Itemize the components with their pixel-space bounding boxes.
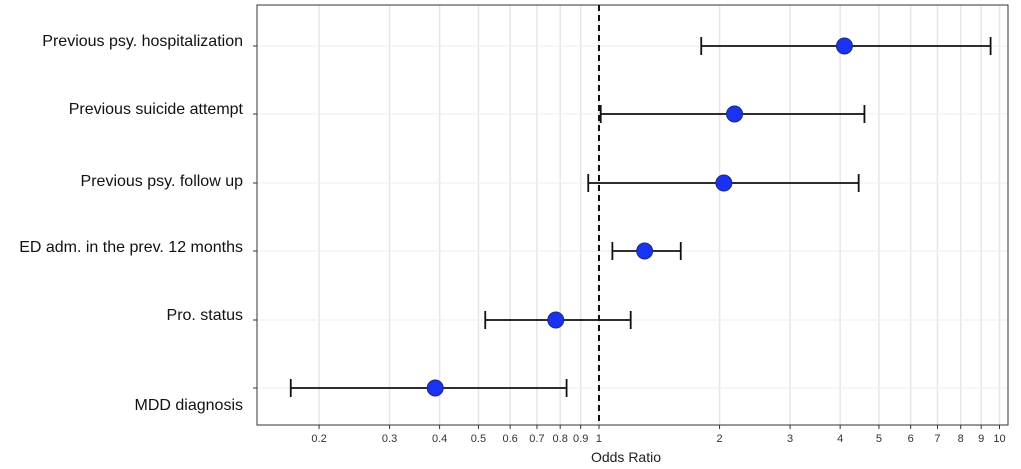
x-tick-label: 2 (716, 433, 722, 445)
x-axis-ticks: 0.2 0.3 0.4 0.5 0.6 0.7 0.8 0.9 1 2 3 4 5 6 7 8 9 10 (311, 425, 1006, 445)
estimate-point (715, 174, 733, 192)
plot-border (256, 4, 1009, 426)
x-tick-label: 0.5 (471, 433, 486, 445)
y-axis-labels: Previous psy. hospitalization Previous su… (19, 33, 257, 414)
estimate-point (636, 242, 654, 260)
estimate-point (426, 379, 444, 397)
y-category-label: ED adm. in the prev. 12 months (19, 239, 243, 256)
x-tick-label: 1 (596, 433, 602, 445)
y-category-label: Pro. status (167, 307, 243, 324)
y-category-label: Previous psy. follow up (81, 173, 244, 190)
x-tick-label: 0.9 (573, 433, 588, 445)
estimate-point (726, 105, 744, 123)
x-tick-label: 0.8 (553, 433, 568, 445)
x-tick-label: 5 (876, 433, 882, 445)
y-category-label: MDD diagnosis (135, 397, 243, 414)
x-tick-label: 3 (787, 433, 793, 445)
x-tick-label: 8 (958, 433, 964, 445)
x-axis-label: Odds Ratio (591, 449, 661, 465)
confidence-intervals (289, 37, 992, 397)
estimate-point (835, 37, 853, 55)
x-tick-label: 4 (837, 433, 843, 445)
x-tick-label: 0.7 (529, 433, 544, 445)
x-tick-label: 9 (978, 433, 984, 445)
estimate-points (426, 37, 853, 397)
x-tick-label: 10 (993, 433, 1005, 445)
x-tick-label: 0.3 (382, 433, 397, 445)
x-tick-label: 0.6 (502, 433, 517, 445)
x-tick-label: 0.2 (311, 433, 326, 445)
y-category-label: Previous suicide attempt (69, 101, 244, 118)
x-tick-label: 6 (908, 433, 914, 445)
grid-lines (257, 5, 1008, 425)
y-category-label: Previous psy. hospitalization (42, 33, 243, 50)
estimate-point (547, 311, 565, 329)
x-tick-label: 0.4 (432, 433, 447, 445)
x-tick-label: 7 (934, 433, 940, 445)
